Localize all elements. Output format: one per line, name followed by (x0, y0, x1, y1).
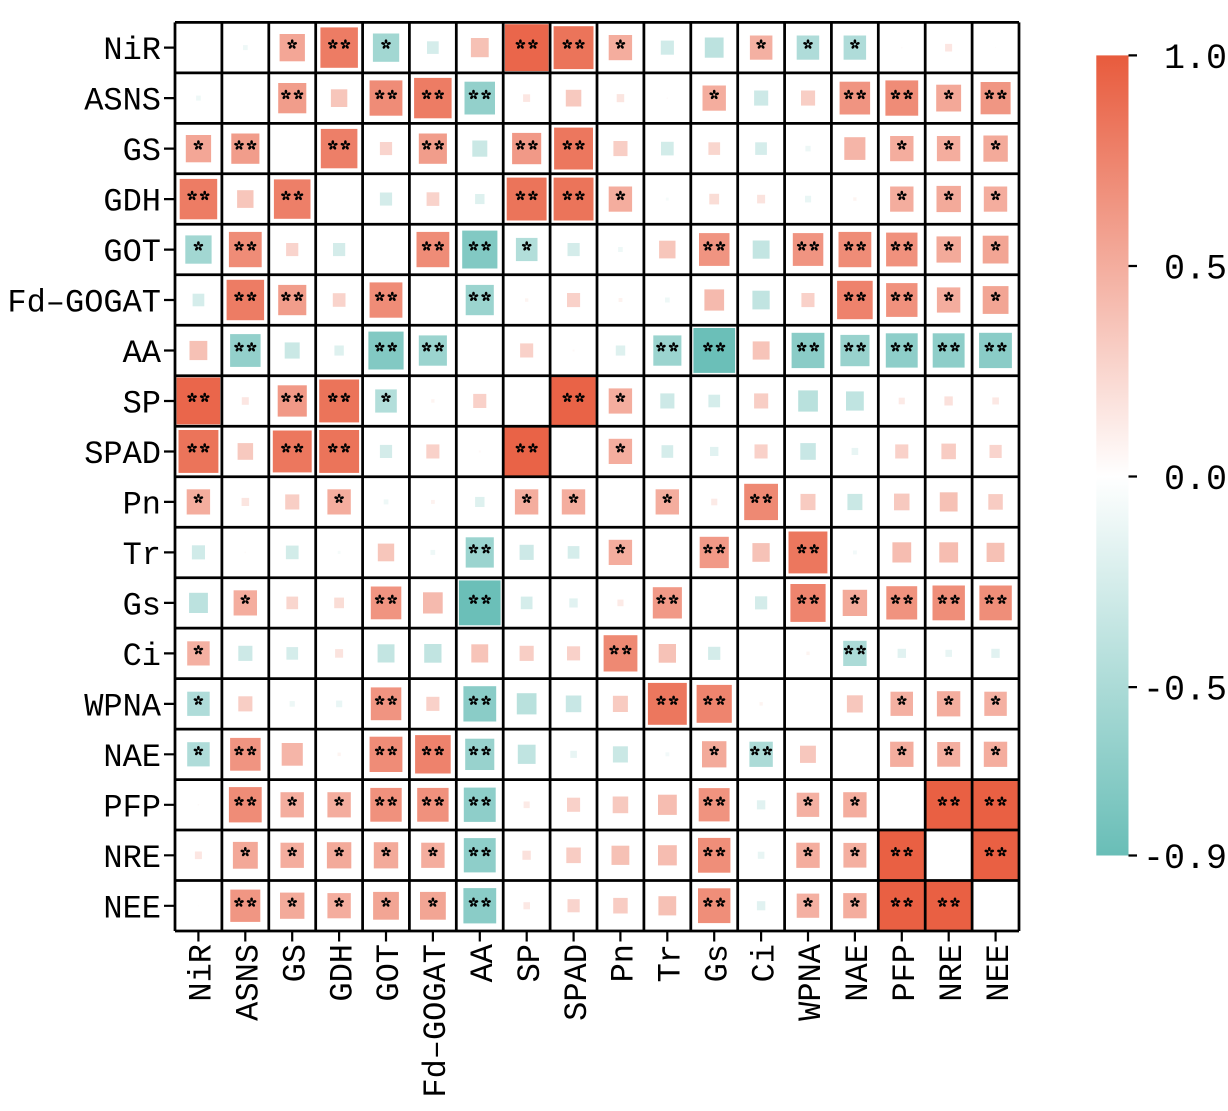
svg-text:Tr: Tr (123, 537, 161, 574)
svg-text:Ci: Ci (123, 638, 161, 675)
svg-text:NiR: NiR (103, 32, 161, 69)
svg-text:WPNA: WPNA (793, 943, 830, 1021)
svg-text:NEE: NEE (981, 944, 1018, 1002)
svg-text:0.5: 0.5 (1164, 250, 1227, 290)
svg-text:ASNS: ASNS (84, 83, 161, 120)
svg-text:SP: SP (512, 944, 549, 982)
svg-text:Pn: Pn (606, 944, 643, 982)
svg-text:NAE: NAE (840, 944, 877, 1002)
svg-text:-0.5: -0.5 (1143, 671, 1227, 711)
svg-text:1.0: 1.0 (1164, 39, 1227, 79)
svg-text:PFP: PFP (103, 789, 161, 826)
svg-text:NiR: NiR (184, 944, 221, 1002)
svg-text:0.0: 0.0 (1164, 460, 1227, 500)
svg-text:Fd–GOGAT: Fd–GOGAT (418, 944, 455, 1098)
svg-text:Fd–GOGAT: Fd–GOGAT (7, 285, 161, 322)
svg-text:GOT: GOT (103, 234, 161, 271)
svg-text:Pn: Pn (123, 486, 161, 523)
svg-text:GS: GS (277, 944, 314, 982)
svg-text:GS: GS (123, 133, 161, 170)
svg-text:PFP: PFP (887, 944, 924, 1002)
svg-text:NAE: NAE (103, 739, 161, 776)
svg-text:Gs: Gs (123, 587, 161, 624)
svg-text:NRE: NRE (103, 840, 161, 877)
svg-text:GDH: GDH (324, 944, 361, 1002)
svg-text:WPNA: WPNA (84, 688, 162, 725)
svg-text:AA: AA (123, 335, 162, 372)
svg-text:-0.9: -0.9 (1143, 839, 1227, 879)
svg-text:Tr: Tr (652, 944, 689, 982)
svg-text:NRE: NRE (934, 944, 971, 1002)
svg-text:ASNS: ASNS (230, 944, 267, 1021)
svg-text:AA: AA (465, 943, 502, 982)
svg-text:NEE: NEE (103, 890, 161, 927)
svg-text:Gs: Gs (699, 944, 736, 982)
svg-text:Ci: Ci (746, 944, 783, 982)
svg-text:SPAD: SPAD (559, 944, 596, 1021)
svg-text:GDH: GDH (103, 184, 161, 221)
svg-text:SPAD: SPAD (84, 436, 161, 473)
svg-text:SP: SP (123, 386, 161, 423)
svg-text:GOT: GOT (371, 944, 408, 1002)
